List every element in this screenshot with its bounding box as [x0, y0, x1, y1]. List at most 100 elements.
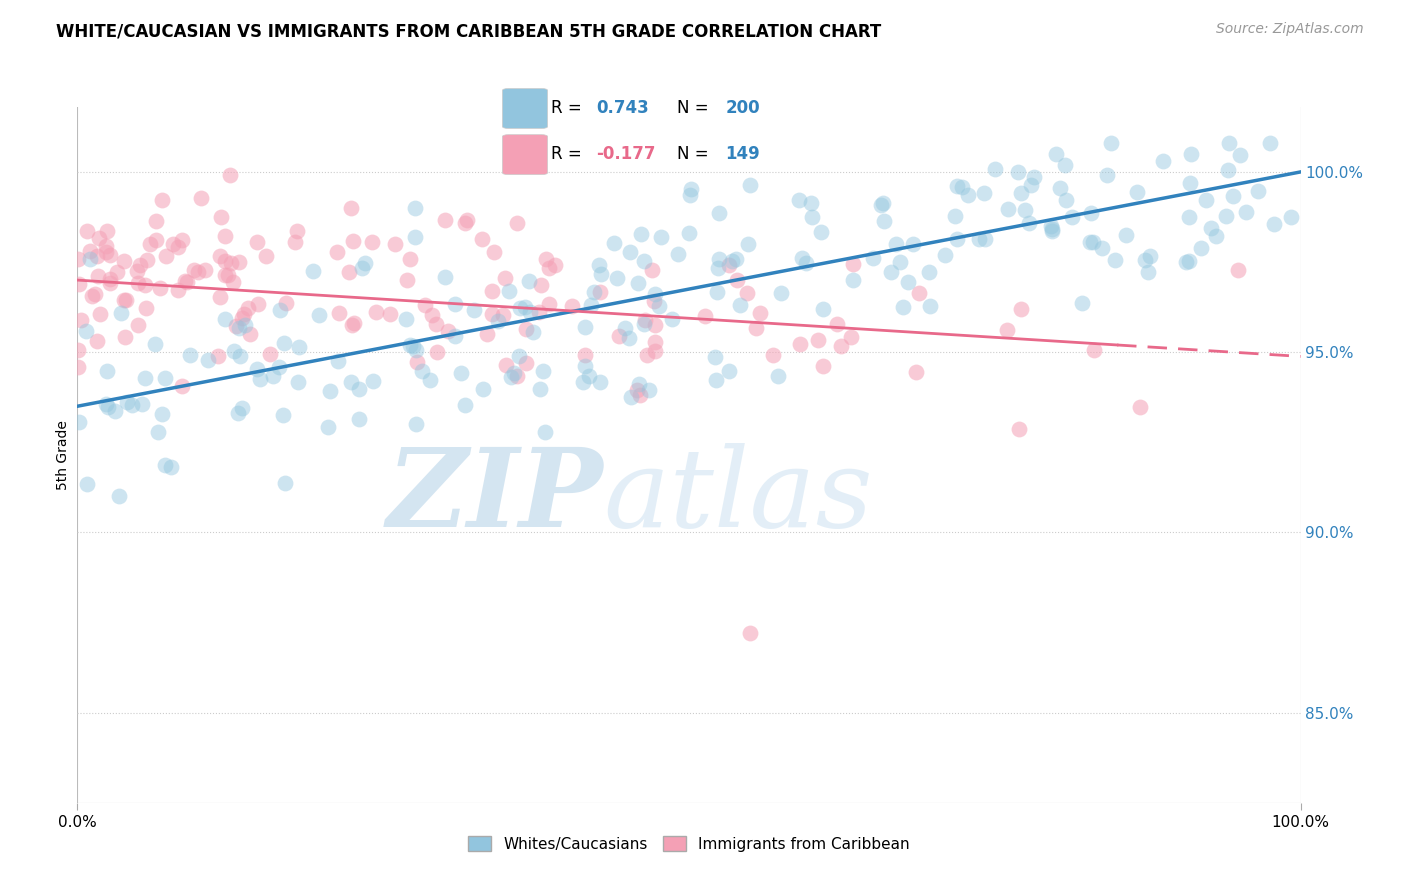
- Point: [249, 372, 271, 386]
- Point: [207, 349, 229, 363]
- Point: [350, 260, 373, 275]
- Point: [328, 354, 350, 368]
- Point: [800, 195, 823, 210]
- Point: [810, 225, 832, 239]
- Point: [433, 269, 456, 284]
- Point: [146, 425, 169, 439]
- Point: [666, 247, 689, 261]
- Point: [862, 251, 884, 265]
- Point: [644, 335, 666, 350]
- Point: [183, 263, 205, 277]
- Point: [103, 404, 125, 418]
- Point: [679, 188, 702, 202]
- Point: [471, 382, 494, 396]
- Point: [150, 193, 173, 207]
- Point: [1180, 146, 1202, 161]
- Point: [214, 254, 236, 268]
- Point: [96, 224, 118, 238]
- Point: [740, 626, 762, 640]
- Point: [231, 311, 253, 326]
- Point: [1205, 228, 1227, 243]
- Point: [842, 257, 865, 271]
- Point: [1281, 211, 1303, 225]
- Point: [405, 343, 427, 357]
- Point: [413, 298, 436, 312]
- Point: [1199, 220, 1222, 235]
- Point: [943, 209, 966, 223]
- Point: [724, 252, 747, 267]
- Point: [492, 308, 515, 322]
- Point: [872, 195, 894, 210]
- Point: [636, 348, 658, 362]
- Point: [661, 311, 683, 326]
- Point: [456, 213, 478, 227]
- Point: [950, 180, 973, 194]
- Point: [167, 239, 190, 253]
- Point: [1215, 209, 1237, 223]
- Point: [709, 206, 731, 220]
- Point: [762, 348, 785, 362]
- Point: [648, 299, 671, 313]
- Text: N =: N =: [678, 145, 714, 163]
- Point: [486, 314, 509, 328]
- Point: [149, 281, 172, 295]
- Point: [67, 343, 90, 357]
- Point: [1152, 154, 1174, 169]
- Point: [343, 316, 366, 330]
- Point: [98, 248, 121, 262]
- Point: [884, 236, 907, 251]
- Point: [179, 348, 201, 362]
- Point: [481, 307, 503, 321]
- Text: -0.177: -0.177: [596, 145, 655, 163]
- Point: [1010, 186, 1032, 201]
- Point: [1178, 253, 1201, 268]
- Point: [134, 370, 156, 384]
- Point: [221, 276, 243, 290]
- Text: R =: R =: [551, 99, 586, 117]
- Point: [194, 263, 217, 277]
- Point: [450, 367, 472, 381]
- Point: [145, 233, 167, 247]
- Point: [571, 376, 593, 390]
- Point: [513, 300, 536, 314]
- Point: [505, 216, 527, 230]
- Point: [842, 273, 865, 287]
- Point: [720, 254, 742, 268]
- Point: [1070, 296, 1092, 310]
- Point: [918, 299, 941, 313]
- Point: [627, 376, 650, 391]
- Point: [495, 358, 517, 372]
- Point: [1040, 222, 1063, 236]
- Point: [789, 336, 811, 351]
- Point: [633, 317, 655, 331]
- Point: [301, 264, 323, 278]
- Point: [1014, 203, 1036, 218]
- Point: [967, 231, 990, 245]
- Point: [366, 305, 388, 319]
- Point: [384, 237, 406, 252]
- Point: [378, 308, 401, 322]
- Point: [159, 459, 181, 474]
- Point: [678, 226, 700, 240]
- Text: 149: 149: [725, 145, 761, 163]
- Point: [897, 275, 920, 289]
- Point: [607, 329, 630, 343]
- Point: [328, 305, 350, 319]
- Point: [287, 376, 309, 390]
- Point: [1247, 184, 1270, 198]
- Point: [644, 343, 666, 358]
- Point: [411, 364, 433, 378]
- Point: [1139, 249, 1161, 263]
- Point: [508, 350, 530, 364]
- Point: [505, 368, 527, 383]
- Point: [127, 318, 149, 333]
- Text: WHITE/CAUCASIAN VS IMMIGRANTS FROM CARIBBEAN 5TH GRADE CORRELATION CHART: WHITE/CAUCASIAN VS IMMIGRANTS FROM CARIB…: [56, 22, 882, 40]
- Point: [404, 202, 426, 216]
- Point: [138, 236, 160, 251]
- Point: [1018, 216, 1040, 230]
- Point: [813, 359, 835, 374]
- Point: [574, 319, 596, 334]
- Point: [794, 256, 817, 270]
- Point: [405, 355, 427, 369]
- Point: [634, 313, 657, 327]
